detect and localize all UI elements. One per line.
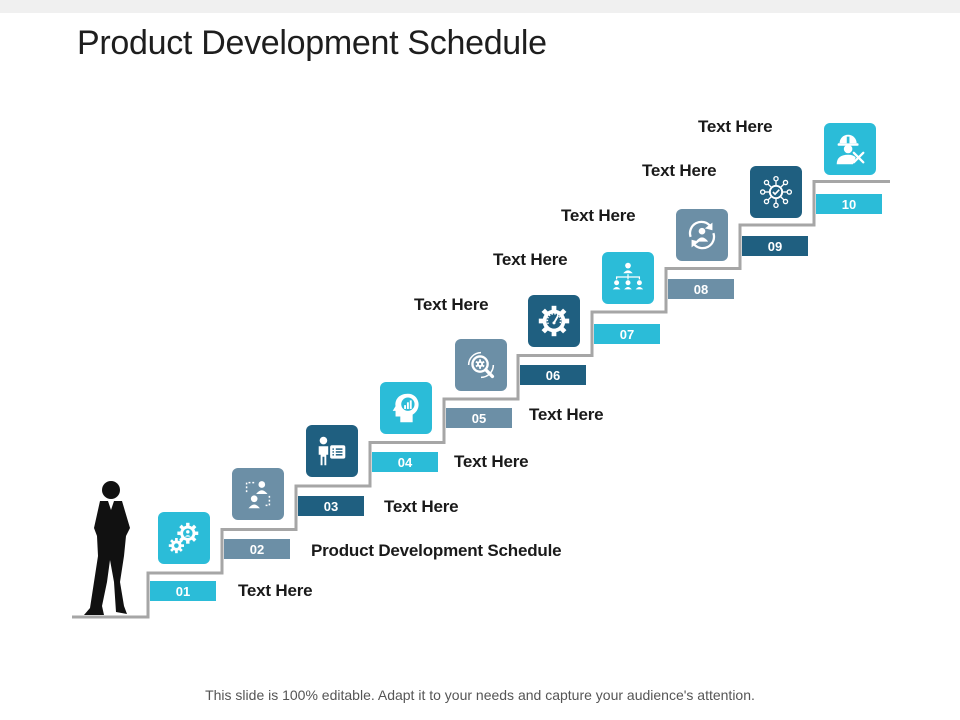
worker-tools-icon	[836, 134, 865, 165]
step-number-badge: 06	[520, 365, 586, 385]
gear-gauge-icon	[538, 305, 570, 337]
step-label: Text Here	[561, 206, 636, 225]
step-tile-4	[380, 382, 432, 434]
user-cycle-icon	[688, 220, 716, 250]
step-label: Text Here	[384, 497, 459, 516]
step-tile-3	[306, 425, 358, 477]
step-tile-1	[158, 512, 210, 564]
people-swap-icon	[245, 481, 271, 509]
step-tile-10	[824, 123, 876, 175]
step-number-badge: 09	[742, 236, 808, 256]
top-bar	[0, 0, 960, 13]
step-number-badge: 08	[668, 279, 734, 299]
step-number-badge: 03	[298, 496, 364, 516]
step-number-badge: 07	[594, 324, 660, 344]
step-tile-2	[232, 468, 284, 520]
step-label: Text Here	[642, 161, 717, 180]
footer-note: This slide is 100% editable. Adapt it to…	[205, 687, 755, 703]
step-tile-7	[602, 252, 654, 304]
step-label: Text Here	[454, 452, 529, 471]
step-label: Text Here	[414, 295, 489, 314]
gear-magnifier-icon	[467, 351, 495, 379]
step-tile-6	[528, 295, 580, 347]
network-check-icon	[759, 175, 793, 209]
org-chart-icon	[612, 262, 644, 290]
presenter-checklist-icon	[318, 436, 346, 466]
step-label: Text Here	[238, 581, 313, 600]
page-title: Product Development Schedule	[77, 24, 547, 62]
businessman-silhouette	[84, 481, 130, 615]
step-label: Text Here	[698, 117, 773, 136]
head-chart-icon	[392, 393, 419, 423]
step-number-badge: 01	[150, 581, 216, 601]
step-number-badge: 04	[372, 452, 438, 472]
step-number-badge: 05	[446, 408, 512, 428]
step-number-badge: 02	[224, 539, 290, 559]
step-label: Text Here	[493, 250, 568, 269]
step-tile-8	[676, 209, 728, 261]
step-tile-5	[455, 339, 507, 391]
step-number-badge: 10	[816, 194, 882, 214]
step-label: Product Development Schedule	[311, 541, 562, 560]
gears-person-icon	[168, 522, 199, 554]
step-tile-9	[750, 166, 802, 218]
step-label: Text Here	[529, 405, 604, 424]
